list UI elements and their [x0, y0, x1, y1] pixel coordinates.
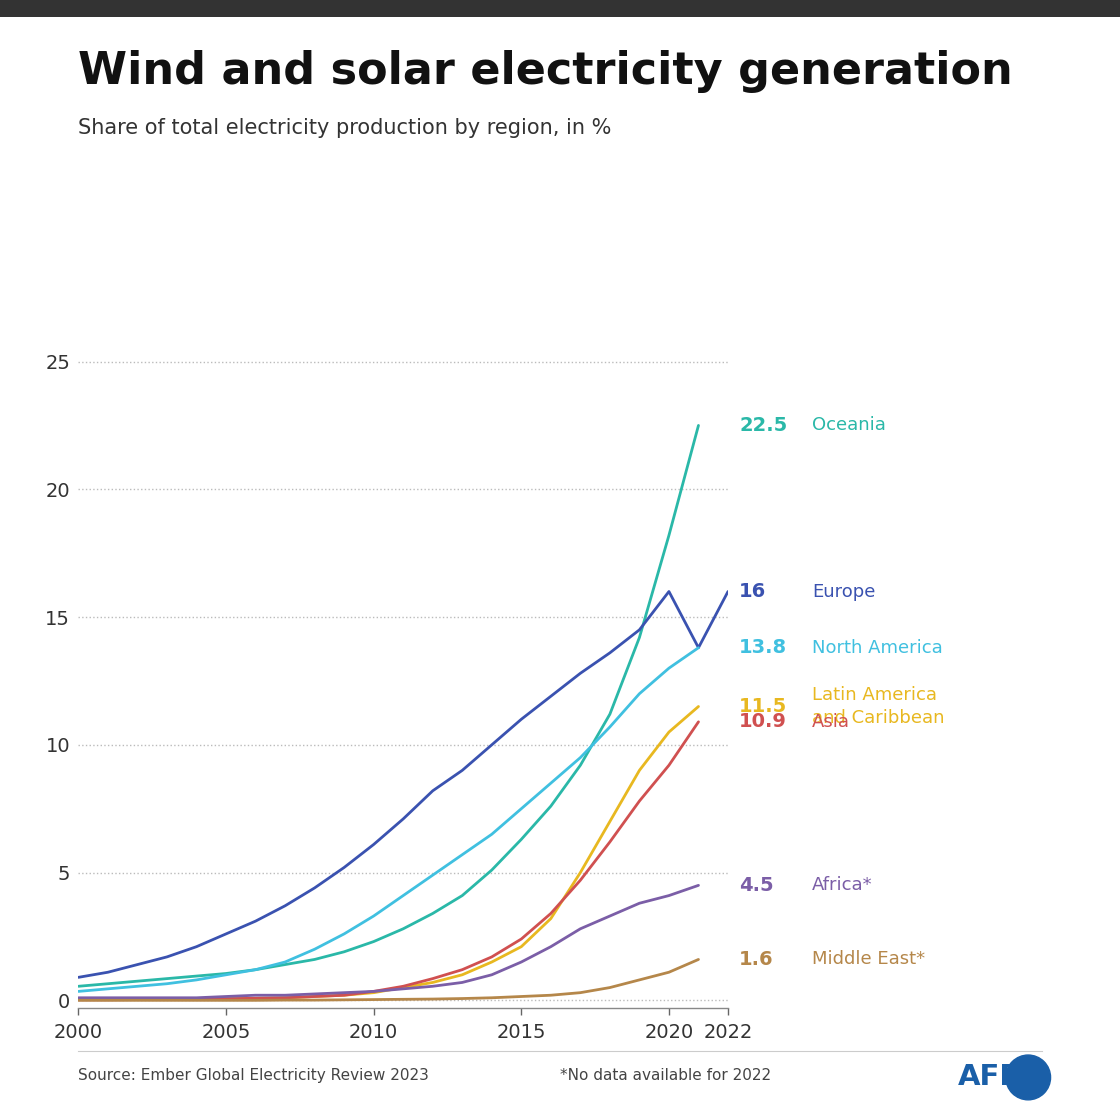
Text: 10.9: 10.9 [739, 712, 787, 731]
Text: 13.8: 13.8 [739, 638, 787, 657]
Text: Europe: Europe [812, 582, 876, 600]
Text: 22.5: 22.5 [739, 416, 787, 435]
Text: Share of total electricity production by region, in %: Share of total electricity production by… [78, 118, 612, 138]
Text: Oceania: Oceania [812, 417, 886, 435]
Text: Source: Ember Global Electricity Review 2023: Source: Ember Global Electricity Review … [78, 1067, 429, 1083]
Text: Middle East*: Middle East* [812, 951, 925, 969]
Text: Wind and solar electricity generation: Wind and solar electricity generation [78, 50, 1014, 93]
Text: Asia: Asia [812, 712, 850, 731]
Text: 11.5: 11.5 [739, 697, 787, 716]
Text: AFP: AFP [958, 1064, 1021, 1091]
Text: North America: North America [812, 638, 943, 656]
Text: 16: 16 [739, 582, 766, 601]
Text: Africa*: Africa* [812, 876, 872, 895]
Text: 1.6: 1.6 [739, 950, 774, 969]
Text: Latin America
and Caribbean: Latin America and Caribbean [812, 687, 944, 727]
Text: *No data available for 2022: *No data available for 2022 [560, 1067, 772, 1083]
Text: 4.5: 4.5 [739, 876, 774, 895]
